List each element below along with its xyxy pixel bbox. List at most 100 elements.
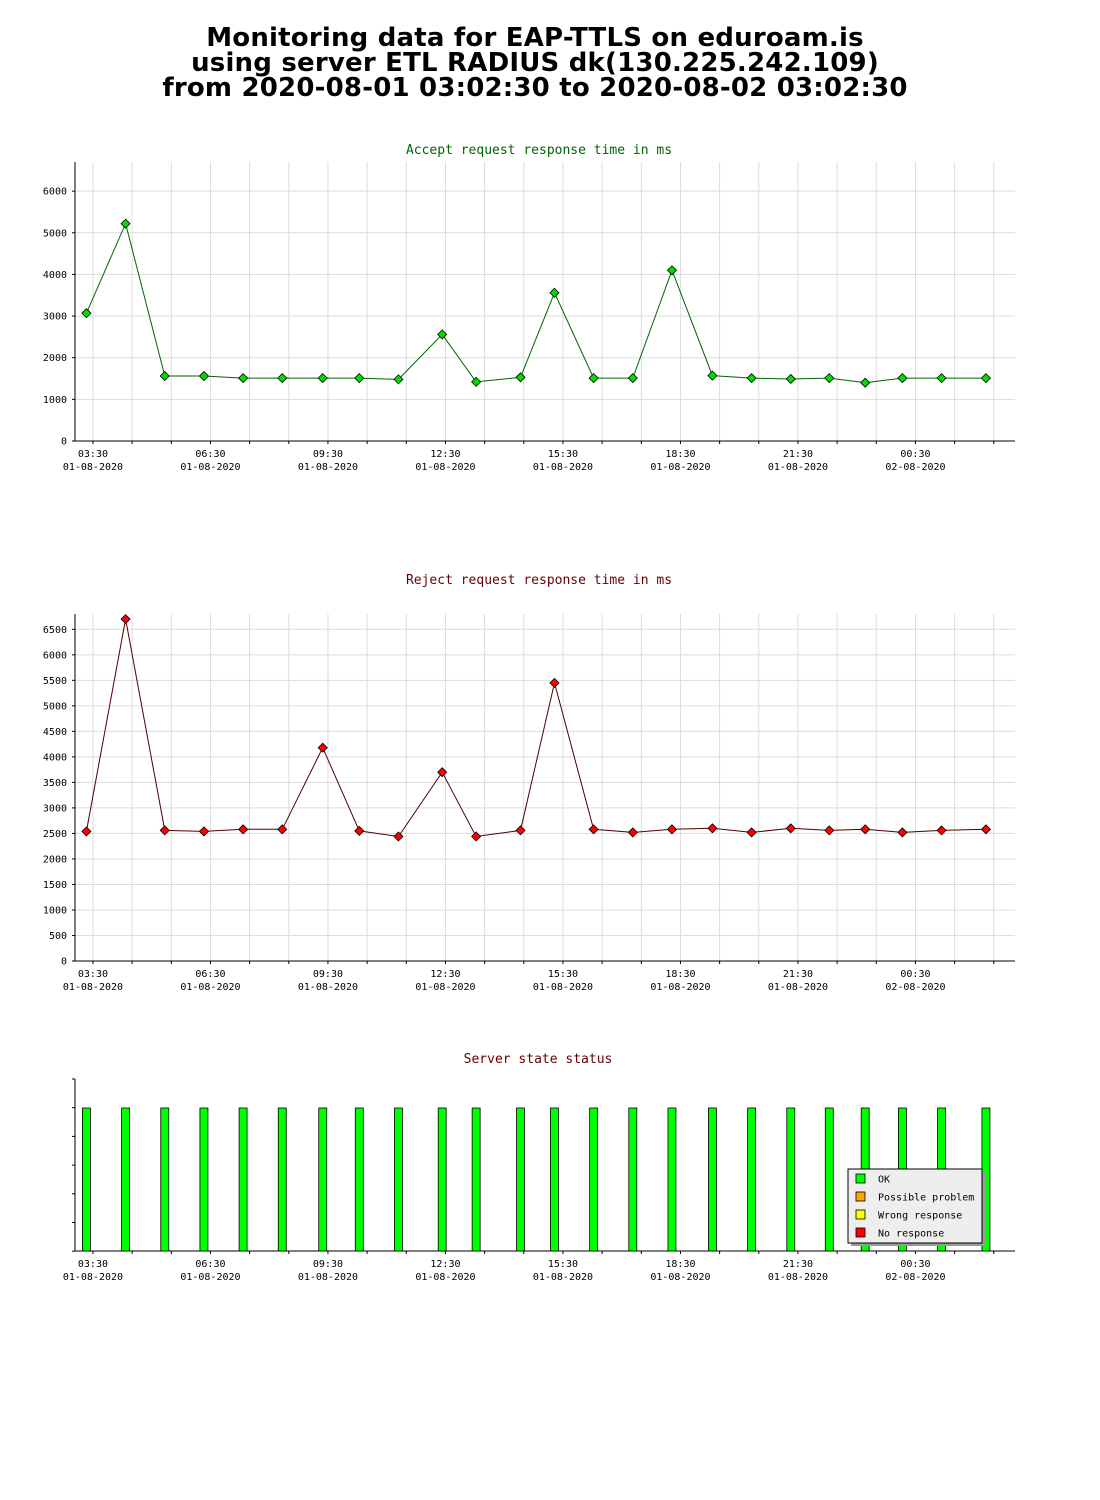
x-tick-time: 03:30	[78, 1259, 108, 1270]
x-tick-date: 01-08-2020	[533, 982, 593, 993]
data-point	[707, 823, 718, 834]
chart-reject: Reject request response time in ms 0 500 10…	[43, 573, 1015, 968]
x-tick-date: 01-08-2020	[650, 982, 710, 993]
data-point	[936, 825, 947, 836]
y-tick-label: 500	[49, 931, 67, 942]
x-tick-date: 01-08-2020	[533, 462, 593, 473]
x-tick-time: 12:30	[430, 969, 460, 980]
x-tick-date: 02-08-2020	[885, 1272, 945, 1283]
data-point	[437, 329, 448, 340]
y-tick-label: 6000	[43, 650, 67, 661]
status-bar	[550, 1107, 559, 1252]
status-bar	[160, 1107, 170, 1252]
status-bar	[277, 1107, 287, 1252]
title-line-3: from 2020-08-01 03:02:30 to 2020-08-02 0…	[162, 73, 908, 103]
x-tick-time: 09:30	[313, 449, 343, 460]
data-point	[549, 287, 560, 298]
chart-status: Server state status OK Possible problem Wro…	[72, 1052, 1015, 1254]
status-bar	[121, 1107, 130, 1252]
x-tick-time: 21:30	[783, 969, 813, 980]
y-tick-label: 5000	[43, 701, 67, 712]
y-tick-label: 4000	[43, 752, 67, 763]
data-point	[159, 825, 170, 836]
legend-label: OK	[878, 1175, 890, 1186]
x-tick-time: 06:30	[195, 969, 225, 980]
chart-title: Server state status	[464, 1052, 613, 1067]
x-tick-time: 15:30	[548, 969, 578, 980]
x-tick-time: 18:30	[665, 969, 695, 980]
x-tick-date: 02-08-2020	[885, 462, 945, 473]
x-tick-date: 01-08-2020	[298, 982, 358, 993]
data-point	[785, 823, 796, 834]
data-point	[393, 374, 404, 385]
data-point	[354, 373, 365, 384]
data-point	[159, 370, 170, 382]
legend-swatch	[855, 1209, 866, 1220]
legend-label: No response	[878, 1229, 944, 1240]
data-point	[471, 831, 482, 842]
chart-accept: Accept request response time in ms 0 1000 2…	[43, 143, 1015, 448]
y-tick-label: 2000	[43, 854, 67, 865]
x-tick-time: 09:30	[313, 1259, 343, 1270]
x-tick-time: 00:30	[900, 1259, 930, 1270]
data-point	[238, 373, 249, 384]
x-tick-date: 01-08-2020	[63, 1272, 123, 1283]
legend-label: Possible problem	[878, 1193, 974, 1204]
data-point	[936, 373, 947, 384]
x-tick-time: 03:30	[78, 449, 108, 460]
y-tick-label: 3000	[43, 803, 67, 814]
y-tick-label: 5000	[43, 228, 67, 239]
chart-title: Accept request response time in ms	[406, 143, 672, 158]
status-bar	[708, 1107, 717, 1252]
data-point	[317, 742, 328, 753]
page-title: Monitoring data for EAP-TTLS on eduroam.…	[0, 25, 1070, 103]
x-tick-time: 15:30	[548, 1259, 578, 1270]
data-point	[897, 827, 908, 838]
data-point	[549, 677, 560, 688]
data-point	[980, 824, 992, 835]
y-tick-label: 1000	[43, 395, 67, 406]
legend-label: Wrong response	[878, 1211, 962, 1222]
x-tick-date: 01-08-2020	[650, 462, 710, 473]
x-tick-date: 01-08-2020	[533, 1272, 593, 1283]
data-point	[746, 373, 757, 384]
x-tick-date: 01-08-2020	[415, 982, 475, 993]
x-tick-date: 01-08-2020	[180, 982, 240, 993]
status-bar	[667, 1107, 677, 1252]
data-point	[746, 827, 757, 838]
data-point	[198, 370, 209, 382]
title-line-2: using server ETL RADIUS dk(130.225.242.1…	[191, 48, 879, 78]
status-bar	[589, 1107, 599, 1252]
x-tick-date: 01-08-2020	[298, 462, 358, 473]
data-point	[707, 370, 718, 381]
status-bar	[82, 1107, 91, 1252]
y-tick-label: 4000	[43, 270, 67, 281]
status-bar	[318, 1107, 328, 1252]
data-point	[81, 308, 92, 319]
data-point	[785, 373, 796, 385]
data-point	[120, 614, 131, 625]
data-point	[824, 373, 835, 384]
x-tick-date: 02-08-2020	[885, 982, 945, 993]
legend-box	[847, 1168, 983, 1244]
data-point	[627, 373, 638, 384]
status-bar	[786, 1107, 796, 1252]
data-point	[588, 824, 599, 835]
legend-swatch	[855, 1173, 866, 1184]
y-tick-label: 5500	[43, 676, 67, 687]
data-point	[120, 218, 131, 229]
x-tick-date: 01-08-2020	[180, 462, 240, 473]
data-point	[277, 373, 288, 384]
x-tick-time: 09:30	[313, 969, 343, 980]
legend-swatch	[855, 1227, 866, 1238]
series-line	[85, 619, 987, 838]
y-tick-label: 2000	[43, 353, 67, 364]
x-tick-date: 01-08-2020	[415, 1272, 475, 1283]
data-point	[317, 373, 328, 384]
data-point	[627, 827, 638, 838]
legend-swatch	[855, 1191, 866, 1202]
data-point	[238, 824, 249, 835]
x-tick-date: 01-08-2020	[180, 1272, 240, 1283]
x-tick-time: 21:30	[783, 1259, 813, 1270]
